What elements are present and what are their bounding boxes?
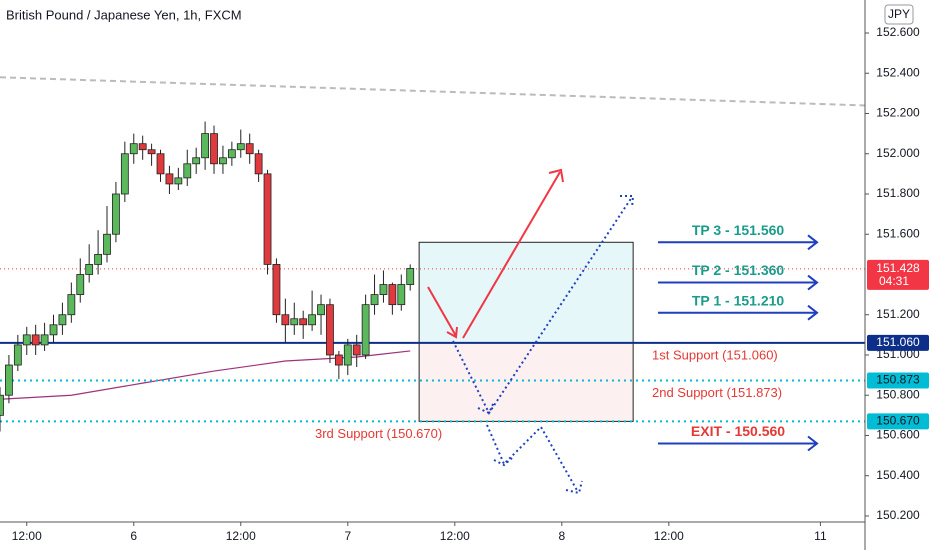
- y-tick-label: 150.600: [876, 428, 920, 442]
- trendline: [0, 76, 866, 107]
- candle-body: [156, 153, 165, 175]
- y-tick-label: 151.200: [876, 307, 920, 321]
- candle-body: [103, 233, 111, 255]
- candle-body: [5, 364, 13, 396]
- candle-body: [0, 394, 4, 416]
- blue-path-2: [486, 424, 583, 495]
- currency-label: JPY: [888, 7, 910, 21]
- candle-body: [379, 284, 388, 296]
- support-label: 3rd Support (150.670): [315, 426, 442, 441]
- candle-body: [183, 163, 192, 179]
- drawings: [427, 168, 635, 495]
- candle-body: [76, 274, 85, 296]
- y-tick-label: 152.600: [876, 25, 920, 39]
- candle-body: [388, 284, 397, 306]
- x-tick-label: 12:00: [440, 529, 470, 543]
- y-tick-label: 152.000: [876, 146, 920, 160]
- x-tick-label: 6: [130, 529, 137, 543]
- countdown-label: 04:31: [879, 274, 909, 288]
- price-badge: [867, 372, 929, 389]
- candle-body: [263, 173, 272, 265]
- y-tick-label: 150.800: [876, 387, 920, 401]
- candle-body: [174, 177, 183, 185]
- candle-body: [352, 344, 361, 356]
- candle-body: [112, 193, 120, 235]
- candle-body: [138, 143, 147, 151]
- price-badge-label: 150.873: [876, 373, 920, 387]
- current-price-badge: [867, 259, 929, 290]
- candle-body: [210, 133, 218, 165]
- candle-body: [40, 334, 49, 346]
- candle-body: [120, 153, 129, 195]
- price-badge: [867, 334, 929, 351]
- y-tick-label: 152.400: [876, 65, 920, 79]
- candle-body: [272, 264, 281, 316]
- annotation-label: TP 2 - 151.360: [692, 262, 785, 278]
- candle-body: [129, 143, 138, 155]
- annotation-arrow: [658, 274, 819, 291]
- y-tick-label: 151.600: [876, 226, 920, 240]
- x-tick-label: 7: [344, 529, 351, 543]
- x-tick-label: 12:00: [12, 529, 42, 543]
- candle-body: [299, 318, 308, 326]
- candle-body: [49, 324, 58, 336]
- y-tick-label: 150.400: [876, 468, 920, 482]
- candle-body: [370, 294, 379, 306]
- candle-body: [326, 304, 334, 356]
- candle-body: [201, 133, 210, 159]
- red-arrow-up: [462, 168, 564, 339]
- candle-body: [245, 143, 254, 155]
- annotation-arrow: [658, 435, 819, 452]
- annotation-label: TP 1 - 151.210: [692, 292, 785, 308]
- price-badge: [867, 413, 929, 430]
- x-tick-label: 11: [814, 529, 827, 543]
- price-badge-label: 151.060: [876, 335, 920, 349]
- candle-body: [308, 314, 317, 326]
- candle-body: [397, 284, 406, 306]
- red-arrow-down: [427, 286, 458, 339]
- price-badge-label: 150.670: [876, 414, 920, 428]
- support-label: 2nd Support (151.873): [652, 385, 782, 400]
- candle-body: [334, 354, 343, 366]
- x-tick-label: 8: [558, 529, 565, 543]
- x-tick-label: 12:00: [654, 529, 684, 543]
- zone: [418, 342, 634, 422]
- candle-body: [290, 318, 299, 326]
- currency-box[interactable]: [884, 4, 914, 25]
- candle-body: [406, 268, 415, 285]
- y-tick-label: 151.800: [876, 186, 920, 200]
- y-tick-label: 152.200: [876, 106, 920, 120]
- candle-body: [343, 344, 352, 366]
- candle-body: [94, 253, 102, 265]
- candle-body: [31, 334, 40, 346]
- candle-body: [254, 153, 263, 175]
- y-tick-label: 150.200: [876, 508, 920, 522]
- candle-body: [281, 314, 290, 326]
- annotation-arrow: [658, 234, 819, 251]
- support-label: 1st Support (151.060): [652, 347, 778, 362]
- candle-body: [147, 149, 156, 155]
- candle-body: [317, 304, 325, 316]
- candle-body: [67, 294, 76, 316]
- annotation-label: EXIT - 150.560: [691, 423, 785, 439]
- annotation-arrow: [658, 304, 819, 321]
- chart-title: British Pound / Japanese Yen, 1h, FXCM: [6, 7, 242, 22]
- candle-body: [219, 157, 227, 165]
- zone: [418, 241, 634, 344]
- candle-body: [192, 157, 201, 165]
- candle-body: [13, 344, 22, 366]
- candle-body: [22, 334, 31, 346]
- candle-body: [361, 304, 370, 356]
- candle-body: [85, 264, 94, 275]
- plot-area: [0, 76, 866, 432]
- annotation-label: TP 3 - 151.560: [692, 222, 785, 238]
- candle-body: [165, 173, 174, 185]
- candle-body: [227, 149, 236, 159]
- candle-body: [58, 314, 67, 326]
- blue-path-1: [452, 195, 635, 415]
- current-price-label: 151.428: [876, 261, 920, 275]
- candle-body: [236, 143, 245, 151]
- x-tick-label: 12:00: [226, 529, 256, 543]
